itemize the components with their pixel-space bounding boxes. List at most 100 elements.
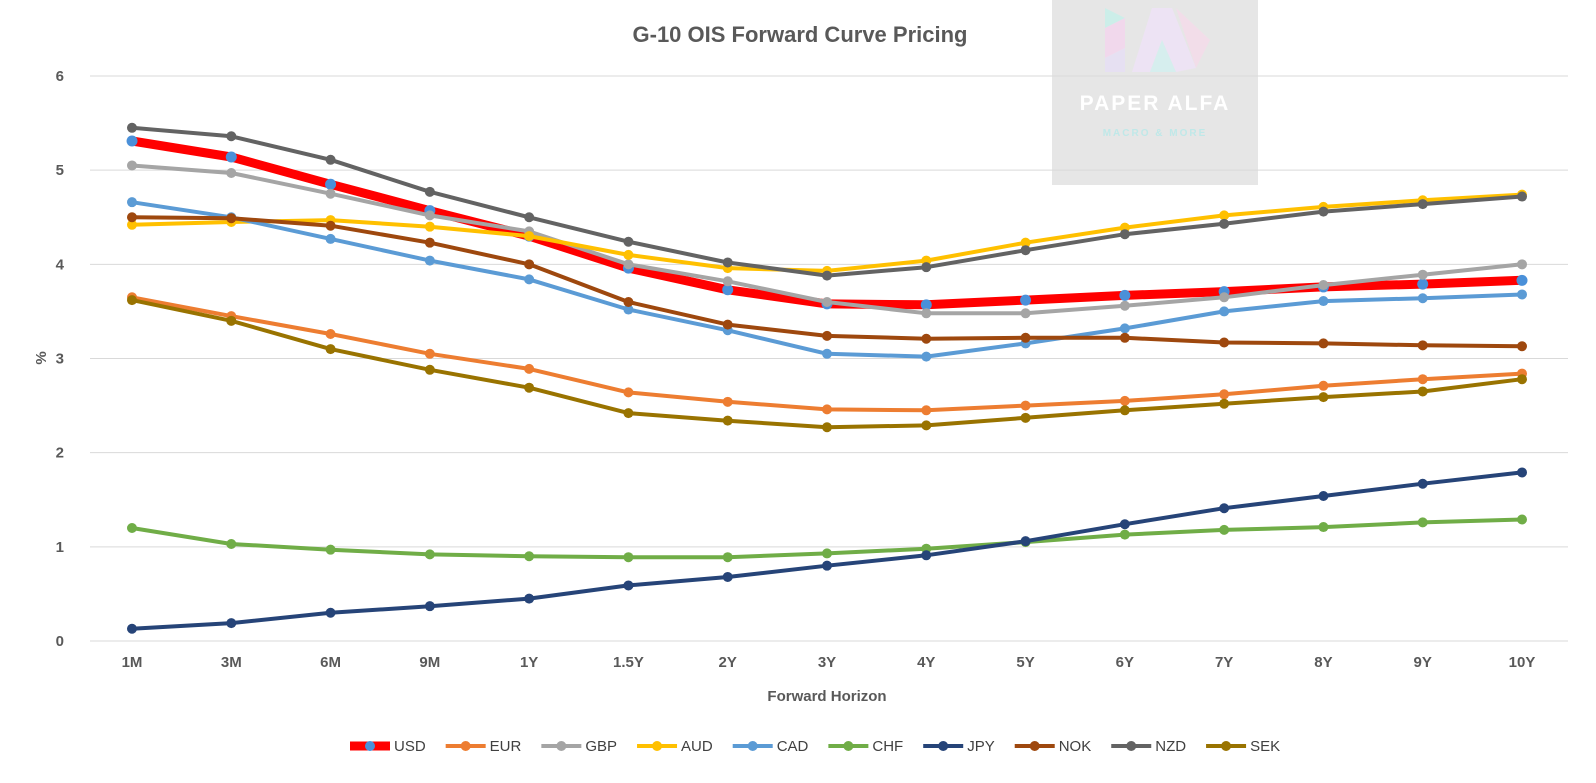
data-point-nzd [524,212,535,223]
data-point-nzd [1020,245,1031,256]
legend-item-aud: AUD [637,738,713,755]
data-point-nzd [226,131,237,142]
data-point-chf [722,552,733,563]
data-point-usd [1516,274,1528,286]
legend-item-usd: USD [350,738,426,755]
data-point-nok [822,330,832,341]
legend-label: EUR [490,738,522,755]
data-point-nzd [1219,218,1230,229]
watermark-logo-icon [1105,8,1210,72]
data-point-gbp [921,308,932,319]
data-point-chf [1219,524,1230,535]
data-point-chf [524,551,535,562]
series-line-nzd [130,125,1524,278]
data-point-gbp [226,167,237,178]
data-point-usd [1119,289,1131,301]
data-point-chf [1417,517,1428,528]
data-point-eur [722,396,733,407]
data-point-aud [1219,210,1230,221]
gridlines [90,75,1568,642]
data-point-chf [1517,514,1527,525]
chart-title: G-10 OIS Forward Curve Pricing [633,22,968,47]
data-point-cad [822,348,832,359]
legend-label: NZD [1155,738,1186,755]
data-point-cad [1517,289,1527,300]
x-tick-label: 1.5Y [613,654,644,671]
legend-item-nzd: NZD [1111,738,1186,755]
data-point-usd [920,299,932,311]
data-point-eur [822,404,832,415]
legend-label: SEK [1250,738,1280,755]
data-point-nok [1020,332,1031,343]
legend-item-jpy: JPY [923,738,995,755]
data-point-gbp [325,188,336,199]
legend-label: NOK [1059,738,1092,755]
data-point-cad [1417,293,1428,304]
x-axis-title: Forward Horizon [767,688,886,705]
data-point-sek [1318,392,1329,403]
data-point-cad [1219,306,1230,317]
data-point-gbp [1119,300,1130,311]
x-tick-label: 1M [122,654,143,671]
x-tick-label: 6M [320,654,341,671]
watermark-brand: PAPER ALFA [1080,92,1231,115]
series-eur [127,292,1527,416]
data-point-chf [127,523,137,533]
data-point-jpy [1417,478,1428,489]
data-point-nok [524,259,535,270]
data-point-cad [921,351,932,362]
data-point-nzd [1417,199,1428,210]
data-point-sek [1517,374,1527,385]
data-point-gbp [1020,308,1031,319]
data-point-cad [1318,296,1329,307]
data-point-nok [226,213,237,224]
legend-marker [365,741,375,751]
legend-item-eur: EUR [445,738,522,755]
data-point-sek [127,295,137,306]
data-point-nzd [722,257,733,268]
legend-label: CAD [777,738,809,755]
data-point-eur [524,363,535,374]
y-tick-label: 6 [56,68,64,85]
series-aud [127,189,1527,276]
y-axis-ticks: 0 1 2 3 4 5 6 [56,68,65,650]
data-point-nok [1517,341,1527,352]
data-point-aud [524,231,535,242]
data-point-gbp [623,259,634,270]
x-tick-label: 10Y [1509,654,1536,671]
data-point-sek [921,420,932,431]
legend-marker [843,741,854,751]
x-tick-label: 5Y [1016,654,1034,671]
data-point-gbp [1318,280,1329,291]
data-point-chf [325,544,336,555]
data-point-chf [1318,522,1329,533]
data-point-nok [623,297,634,307]
legend-marker [652,741,663,751]
data-point-jpy [1517,467,1527,478]
data-point-jpy [1119,519,1130,530]
data-point-aud [1020,237,1031,248]
data-point-jpy [623,580,634,591]
data-point-nok [921,333,932,344]
y-tick-label: 1 [56,539,64,556]
series-line-aud [130,192,1524,273]
series-gbp [127,160,1527,319]
legend-marker [1221,741,1232,751]
data-point-usd [325,178,337,190]
series-chf [127,514,1527,563]
legend-label: CHF [872,738,903,755]
data-point-jpy [822,560,832,571]
data-point-sek [1119,405,1130,416]
data-point-gbp [1517,259,1527,270]
watermark: PAPER ALFA MACRO & MORE [1052,0,1258,185]
legend-item-cad: CAD [732,738,809,755]
data-point-jpy [325,607,336,618]
legend-marker [1126,741,1137,751]
data-point-eur [921,405,932,416]
data-point-eur [325,329,336,340]
data-point-gbp [822,297,832,307]
data-point-usd [722,284,734,296]
legend-label: JPY [967,738,995,755]
legend-marker [938,741,949,751]
legend-marker [556,741,567,751]
